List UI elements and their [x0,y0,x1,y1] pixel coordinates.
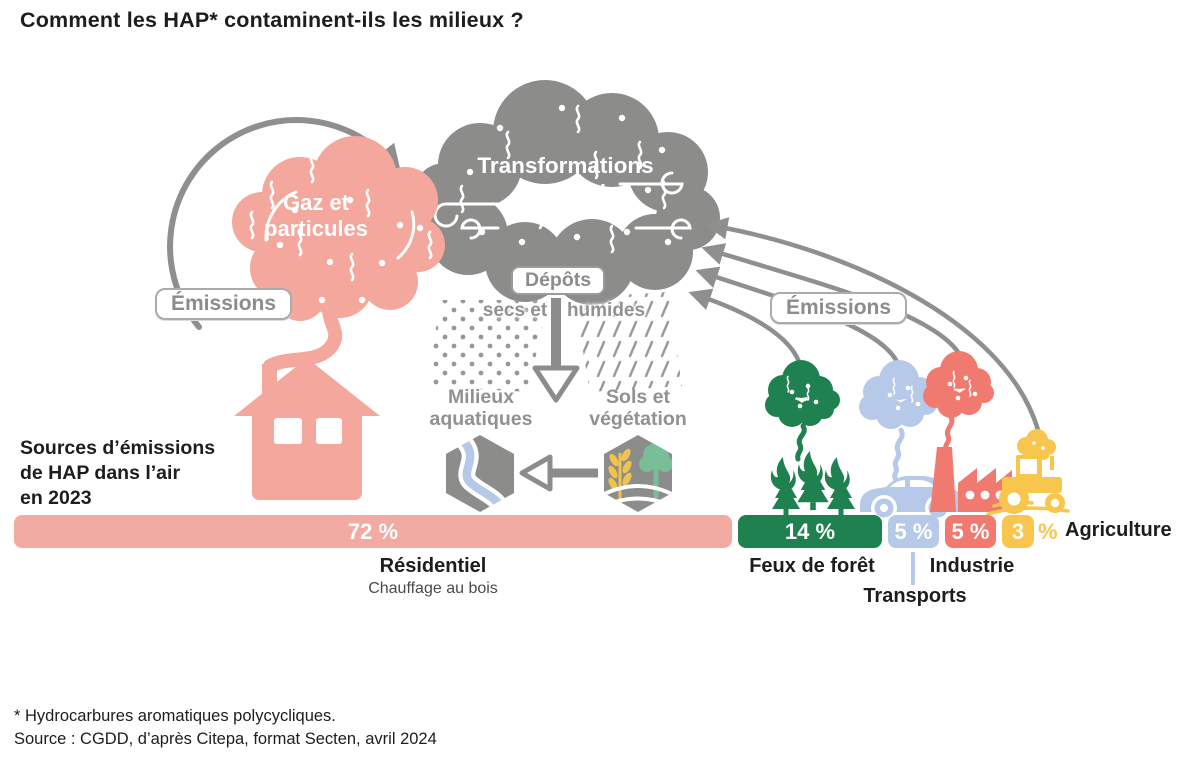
depots-wet-label: humides [566,300,646,321]
gaz-cloud-label: Gaz et particules [264,190,368,241]
bar-segment-agriculture: 3 [1002,515,1034,548]
bar-segment-residentiel: 72 % [14,515,732,548]
transports-connector-line [911,552,915,585]
wheat-icon [608,448,632,502]
river-hexagon-icon [446,435,514,512]
emissions-label-left: Émissions [155,288,293,320]
footnote: * Hydrocarbures aromatiques polycyclique… [14,707,336,725]
segment-value: 5 % [894,518,933,544]
depots-dry-label: secs et [482,300,548,321]
wind-swirl-icon [433,171,692,240]
segment-value: 5 % [951,518,990,544]
page-title: Comment les HAP* contaminent-ils les mil… [20,8,524,32]
depots-label: Dépôts [511,266,606,295]
bar-segment-industrie: 5 % [945,515,996,548]
milieux-aquatiques-label: Milieux aquatiques [429,386,533,430]
bar-segment-feux-de-foret: 14 % [738,515,882,548]
bar-segment-transports: 5 % [888,515,939,548]
residentiel-label: Résidentiel [379,555,487,577]
transformations-cloud-label: Transformations dans l’air [477,153,654,205]
cloud-dots [466,104,672,246]
cloud-dots [276,196,424,304]
source-line: Source : CGDD, d’après Citepa, format Se… [14,730,437,748]
feux-de-foret-label: Feux de forêt [749,555,875,577]
segment-value: 14 % [784,518,836,544]
window [316,418,342,444]
tractor-icon [986,429,1070,516]
agriculture-percent-overflow: % [1038,519,1058,544]
left-arrow-icon [519,454,598,492]
emissions-label-right: Émissions [770,292,908,324]
factory-icon [923,351,1012,512]
soil-vegetation-hexagon-icon [604,435,672,512]
transformation-cloud-icon [413,80,720,305]
down-arrow-icon [532,298,580,403]
window [274,418,302,444]
stacked-bar: 72 % 14 % 5 % 5 % 3 [14,515,1034,548]
tree-icon [639,443,672,498]
agriculture-label: Agriculture [1065,519,1172,541]
forest-fire-icon [765,360,855,516]
residentiel-sublabel: Chauffage au bois [368,580,498,597]
segment-value: 3 [1011,518,1025,544]
house-icon [234,358,380,500]
industrie-label: Industrie [929,555,1015,577]
emission-arc-arrow-icon [167,117,402,330]
gaz-cloud-icon [232,136,445,373]
dry-deposit-dots-icon [428,300,548,392]
wet-deposit-rain-icon [574,292,682,392]
sols-vegetation-label: Sols et végétation [589,386,687,430]
transports-label: Transports [863,585,967,607]
segment-value: 72 % [347,518,399,544]
chart-caption: Sources d’émissions de HAP dans l’air en… [20,437,216,509]
